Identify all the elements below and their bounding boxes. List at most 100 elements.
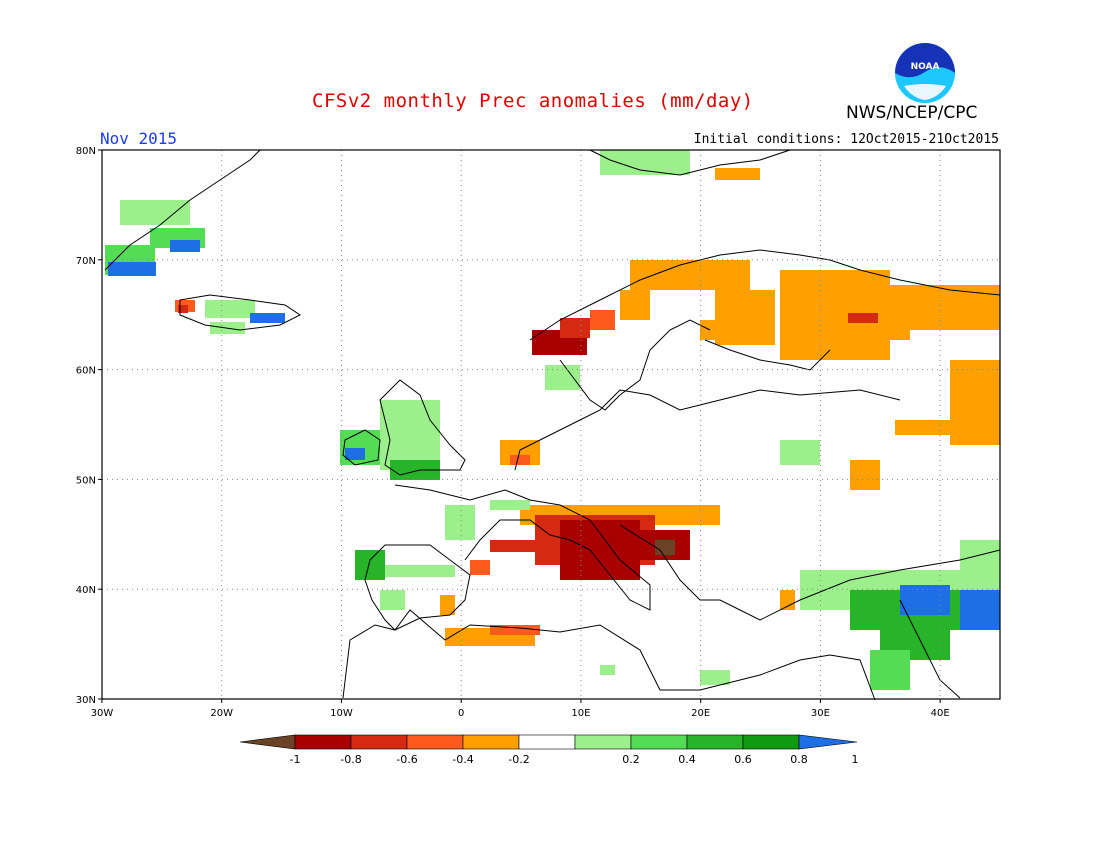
anomaly-cell xyxy=(500,639,511,646)
anomaly-cell xyxy=(961,382,972,393)
anomaly-cell xyxy=(456,639,467,646)
anomaly-cell xyxy=(943,570,954,581)
anomaly-cell xyxy=(737,179,748,180)
anomaly-cell xyxy=(824,292,835,303)
anomaly-cell xyxy=(913,620,924,631)
anomaly-cell xyxy=(390,460,401,471)
anomaly-cell xyxy=(633,150,644,161)
anomaly-cell xyxy=(243,322,245,333)
anomaly-cell xyxy=(813,347,824,358)
anomaly-cell xyxy=(881,661,892,672)
anomaly-cell xyxy=(373,430,384,441)
anomaly-cell xyxy=(424,433,435,444)
anomaly-cell xyxy=(868,336,879,347)
lat-tick-label: 30N xyxy=(76,695,96,706)
anomaly-cell xyxy=(545,551,550,552)
anomaly-cell xyxy=(120,222,131,225)
anomaly-cell xyxy=(407,565,418,576)
anomaly-cell xyxy=(877,581,888,592)
anomaly-cell xyxy=(972,426,983,437)
anomaly-cell xyxy=(186,300,195,311)
anomaly-cell xyxy=(181,240,192,251)
anomaly-cell xyxy=(642,290,650,301)
anomaly-cell xyxy=(535,515,546,526)
coastline-segment xyxy=(589,149,791,176)
anomaly-cell xyxy=(470,560,481,571)
anomaly-cell xyxy=(960,562,971,570)
anomaly-cell xyxy=(850,601,861,612)
anomaly-cell xyxy=(142,222,153,225)
anomaly-cell xyxy=(380,444,391,455)
anomaly-cell xyxy=(791,325,802,336)
anomaly-cell xyxy=(554,341,565,352)
anomaly-cell xyxy=(534,551,545,552)
anomaly-cell xyxy=(272,313,283,323)
map-title: CFSv2 monthly Prec anomalies (mm/day) xyxy=(312,90,754,112)
anomaly-cell xyxy=(380,400,391,411)
anomaly-cell xyxy=(844,592,855,603)
anomaly-cell xyxy=(961,371,972,382)
anomaly-cell xyxy=(811,592,822,603)
anomaly-cell xyxy=(684,552,690,560)
anomaly-cell xyxy=(362,430,373,441)
anomaly-cell xyxy=(983,426,994,437)
colorbar-label: -0.4 xyxy=(452,753,473,766)
anomaly-cell xyxy=(993,590,1000,601)
anomaly-cell xyxy=(855,570,866,581)
anomaly-cell xyxy=(884,311,895,322)
anomaly-cell xyxy=(835,347,846,358)
anomaly-cell xyxy=(873,311,884,322)
anomaly-cell xyxy=(791,303,802,314)
anomaly-cell xyxy=(994,360,1000,371)
anomaly-cell xyxy=(611,161,622,172)
anomaly-cell xyxy=(418,565,429,576)
anomaly-cell xyxy=(116,256,127,267)
anomaly-cell xyxy=(423,460,434,471)
anomaly-cell xyxy=(813,303,824,314)
anomaly-cell xyxy=(633,161,644,172)
anomaly-cell xyxy=(862,333,873,340)
anomaly-cell xyxy=(601,310,612,321)
anomaly-cell xyxy=(737,334,748,345)
anomaly-cell xyxy=(791,601,795,610)
anomaly-cell xyxy=(879,336,890,347)
anomaly-cell xyxy=(983,360,994,371)
anomaly-cell xyxy=(993,562,1000,570)
anomaly-cell xyxy=(857,281,868,292)
anomaly-cell xyxy=(680,516,691,525)
anomaly-cell xyxy=(429,576,440,577)
colorbar-swatch xyxy=(518,734,576,750)
anomaly-cell xyxy=(593,553,604,564)
anomaly-cell xyxy=(391,422,402,433)
anomaly-cell xyxy=(637,553,640,564)
anomaly-cell xyxy=(960,551,971,562)
coastline-segment xyxy=(179,294,301,331)
anomaly-cell xyxy=(922,607,933,615)
anomaly-cell xyxy=(978,307,989,318)
anomaly-cell xyxy=(412,471,423,480)
anomaly-cell xyxy=(702,516,713,525)
anomaly-cell xyxy=(960,540,971,551)
anomaly-cell xyxy=(850,590,861,601)
anomaly-cell xyxy=(934,285,945,296)
anomaly-cell xyxy=(546,526,557,537)
anomaly-cell xyxy=(770,323,775,334)
anomaly-cell xyxy=(972,371,983,382)
anomaly-cell xyxy=(846,336,857,347)
anomaly-cell xyxy=(950,360,961,371)
anomaly-cell xyxy=(813,336,824,347)
anomaly-cell xyxy=(813,314,824,325)
anomaly-cell xyxy=(971,590,982,601)
anomaly-cell xyxy=(578,365,580,376)
anomaly-cell xyxy=(535,526,546,537)
coastline-segment xyxy=(379,379,466,476)
anomaly-cell xyxy=(571,564,582,575)
anomaly-cell xyxy=(522,639,533,646)
anomaly-cell xyxy=(935,642,946,653)
anomaly-cell xyxy=(131,222,142,225)
anomaly-cell xyxy=(978,285,989,296)
anomaly-cell xyxy=(130,262,141,273)
anomaly-cell xyxy=(824,336,835,347)
anomaly-cell xyxy=(844,581,855,592)
lat-tick-label: 60N xyxy=(76,366,96,377)
